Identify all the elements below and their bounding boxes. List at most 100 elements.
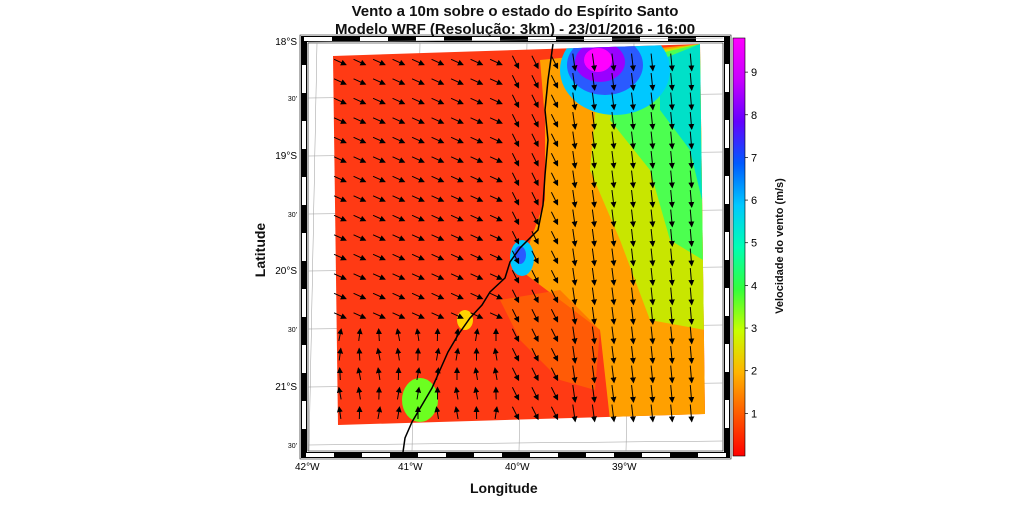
wind-arrow xyxy=(372,136,386,144)
wind-arrow xyxy=(590,404,597,423)
wind-arrow xyxy=(629,384,636,403)
wind-arrow xyxy=(470,253,484,261)
wind-arrow xyxy=(431,253,445,261)
wind-arrow xyxy=(550,114,559,128)
wind-arrow xyxy=(356,367,363,380)
wind-arrow xyxy=(450,273,464,280)
wind-arrow xyxy=(333,117,347,124)
wind-arrow xyxy=(610,151,617,169)
wind-arrow xyxy=(550,153,559,167)
wind-arrow xyxy=(688,345,695,364)
wind-arrow xyxy=(450,234,464,241)
wind-arrow xyxy=(531,270,539,284)
wind-arrow xyxy=(550,192,559,206)
wind-arrow xyxy=(489,292,503,300)
wind-arrow xyxy=(610,326,617,345)
wind-arrow xyxy=(411,175,425,183)
wind-arrow xyxy=(411,273,425,280)
wind-arrow xyxy=(511,192,520,206)
wind-arrow xyxy=(511,309,520,323)
wind-arrow xyxy=(571,112,578,130)
wind-arrow xyxy=(489,195,503,202)
wind-arrow xyxy=(431,273,445,280)
wind-arrow xyxy=(450,97,464,105)
wind-arrow xyxy=(688,150,695,169)
wind-arrow xyxy=(531,367,539,382)
wind-arrow xyxy=(372,156,386,163)
lon-tick-label: 39°W xyxy=(612,462,637,473)
wind-arrow xyxy=(629,170,636,189)
wind-arrow xyxy=(392,97,406,105)
wind-arrow xyxy=(668,170,675,189)
wind-arrow xyxy=(550,348,559,362)
colorbar-tick-label: 5 xyxy=(751,238,757,250)
wind-arrow xyxy=(649,53,656,72)
wind-arrow xyxy=(571,268,578,286)
wind-arrow xyxy=(531,75,539,89)
wind-arrow xyxy=(629,72,636,91)
wind-arrow xyxy=(411,156,425,163)
wind-arrow xyxy=(372,175,386,183)
wind-arrow xyxy=(431,97,445,105)
wind-arrow xyxy=(411,195,425,202)
wind-arrow xyxy=(610,209,617,228)
wind-arrow xyxy=(372,214,386,222)
wind-arrow xyxy=(668,72,675,91)
wind-arrow xyxy=(353,214,367,222)
y-axis-label: Latitude xyxy=(252,222,268,278)
wind-arrow xyxy=(571,151,578,169)
wind-arrow xyxy=(531,406,539,421)
wind-arrow xyxy=(590,190,597,208)
wind-arrow xyxy=(450,117,464,124)
colorbar-tick-label: 2 xyxy=(751,366,757,378)
x-axis-label: Longitude xyxy=(470,480,538,496)
wind-arrow xyxy=(489,97,503,105)
wind-arrow xyxy=(392,156,406,163)
wind-arrow xyxy=(372,58,386,66)
wind-arrow xyxy=(590,365,597,384)
wind-arrow xyxy=(450,312,464,319)
wind-arrow xyxy=(372,97,386,105)
wind-arrow xyxy=(392,273,406,280)
wind-arrow xyxy=(629,365,636,384)
wind-arrow xyxy=(392,195,406,202)
wind-arrow xyxy=(511,75,520,89)
wind-arrow xyxy=(688,111,695,130)
wind-arrow xyxy=(590,326,597,345)
wind-arrow xyxy=(333,273,347,280)
colorbar xyxy=(732,37,746,457)
wind-arrow xyxy=(431,175,445,183)
wind-arrow xyxy=(392,312,406,319)
wind-arrow xyxy=(668,287,675,306)
wind-arrow xyxy=(470,273,484,280)
wind-arrow xyxy=(450,156,464,163)
wind-arrow xyxy=(668,384,675,403)
wind-arrow xyxy=(392,117,406,124)
wind-arrow xyxy=(688,170,695,189)
wind-arrow xyxy=(590,170,597,189)
wind-arrow xyxy=(649,345,656,364)
wind-arrow xyxy=(353,273,367,280)
wind-arrow xyxy=(511,172,520,187)
wind-arrow xyxy=(531,289,539,304)
wind-arrow xyxy=(376,406,383,419)
wind-arrow xyxy=(431,195,445,202)
wind-arrow xyxy=(629,345,636,364)
wind-arrow xyxy=(337,347,344,361)
wind-arrow xyxy=(470,136,484,144)
wind-arrow xyxy=(590,346,597,364)
longitude-tick-labels: 42°W 41°W 40°W 39°W xyxy=(295,462,637,473)
wind-arrow xyxy=(668,111,675,130)
wind-arrow xyxy=(353,175,367,183)
lat-tick-label: 21°S xyxy=(275,382,297,393)
lat-tick-label: 30' xyxy=(288,443,297,450)
wind-arrow xyxy=(649,384,656,403)
lat-tick-label: 18°S xyxy=(275,37,297,48)
wind-arrow xyxy=(668,53,675,72)
wind-arrow xyxy=(450,175,464,183)
wind-arrow xyxy=(629,404,636,423)
wind-arrow xyxy=(668,248,675,267)
wind-arrow xyxy=(629,287,636,306)
wind-arrow xyxy=(392,292,406,300)
